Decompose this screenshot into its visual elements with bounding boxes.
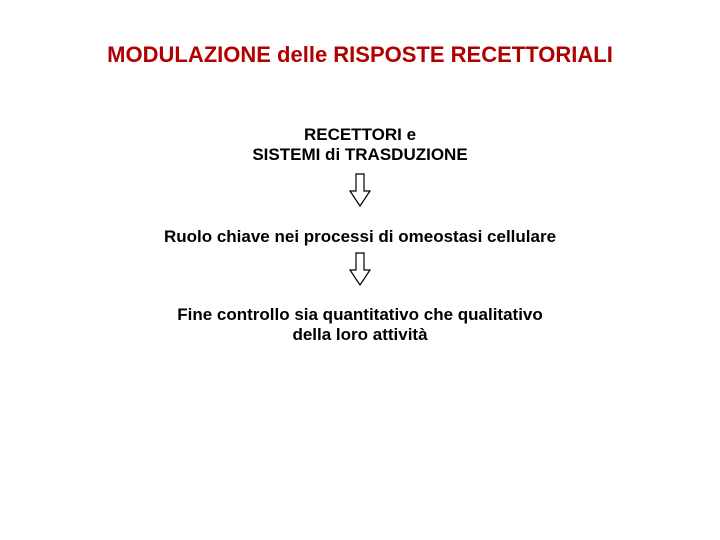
text-block-receptors: RECETTORI e SISTEMI di TRASDUZIONE (0, 125, 720, 165)
arrow-2-wrap (0, 252, 720, 291)
down-arrow-icon (349, 173, 371, 207)
text-block-control: Fine controllo sia quantitativo che qual… (0, 305, 720, 345)
block1-line1: RECETTORI e (304, 125, 416, 144)
down-arrow-icon (349, 252, 371, 286)
text-block-role: Ruolo chiave nei processi di omeostasi c… (0, 227, 720, 247)
arrow-1-wrap (0, 173, 720, 212)
slide-title: MODULAZIONE delle RISPOSTE RECETTORIALI (0, 42, 720, 68)
block3-line2: della loro attività (292, 325, 427, 344)
block2-text: Ruolo chiave nei processi di omeostasi c… (164, 227, 556, 246)
block1-line2: SISTEMI di TRASDUZIONE (252, 145, 467, 164)
slide-page: MODULAZIONE delle RISPOSTE RECETTORIALI … (0, 0, 720, 540)
block3-line1: Fine controllo sia quantitativo che qual… (177, 305, 543, 324)
